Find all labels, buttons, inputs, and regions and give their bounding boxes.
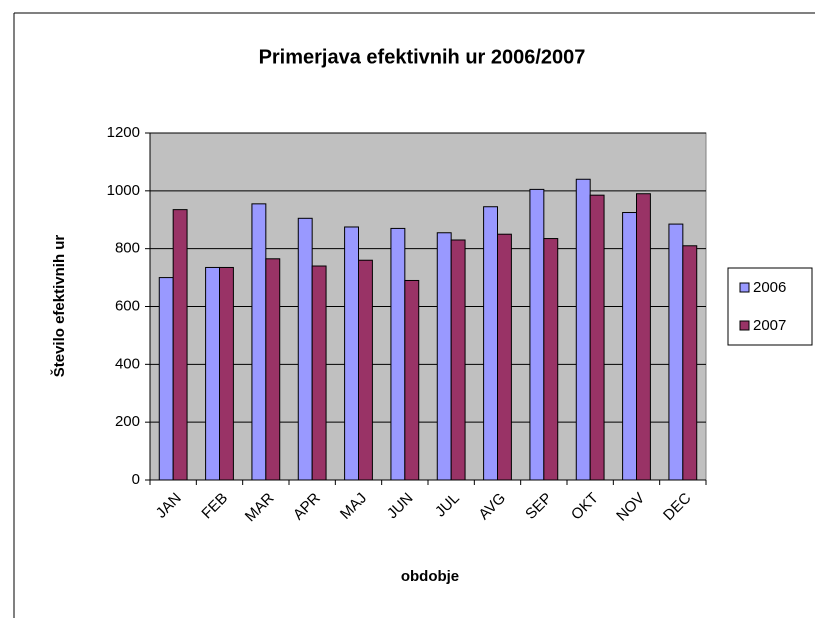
bar <box>636 193 651 481</box>
bar <box>219 266 234 481</box>
bar <box>589 194 605 481</box>
bar <box>297 217 313 481</box>
chart-title: Primerjava efektivnih ur 2006/2007 <box>259 46 586 68</box>
x-axis-title: obdobje <box>401 568 459 585</box>
bar <box>543 238 559 481</box>
bar <box>358 259 373 481</box>
bar <box>265 258 281 481</box>
legend-swatch <box>739 320 750 331</box>
bar <box>251 203 267 481</box>
bar <box>205 266 221 481</box>
legend-swatch <box>739 282 750 293</box>
bar <box>622 212 637 481</box>
bar <box>311 265 327 481</box>
bar <box>682 245 698 481</box>
legend-label: 2007 <box>753 317 786 334</box>
bar <box>529 188 545 481</box>
bar <box>575 178 591 481</box>
y-axis-title: Število efektivnih ur <box>50 235 68 378</box>
y-tick-label: 800 <box>115 240 140 257</box>
bar <box>483 206 499 481</box>
bar <box>436 232 452 481</box>
bar <box>404 279 420 481</box>
bar <box>390 227 406 481</box>
bar <box>668 223 684 481</box>
bar <box>450 239 466 481</box>
bar <box>497 233 512 481</box>
y-tick-label: 600 <box>115 297 140 314</box>
legend-label: 2006 <box>753 279 786 296</box>
y-tick-label: 400 <box>115 355 140 372</box>
y-tick-label: 200 <box>115 413 140 430</box>
y-tick-label: 0 <box>132 471 140 488</box>
legend <box>727 267 813 346</box>
bar <box>158 277 174 481</box>
y-tick-label: 1200 <box>107 124 140 141</box>
bar <box>344 226 360 481</box>
y-tick-label: 1000 <box>107 182 140 199</box>
bar <box>172 209 188 481</box>
